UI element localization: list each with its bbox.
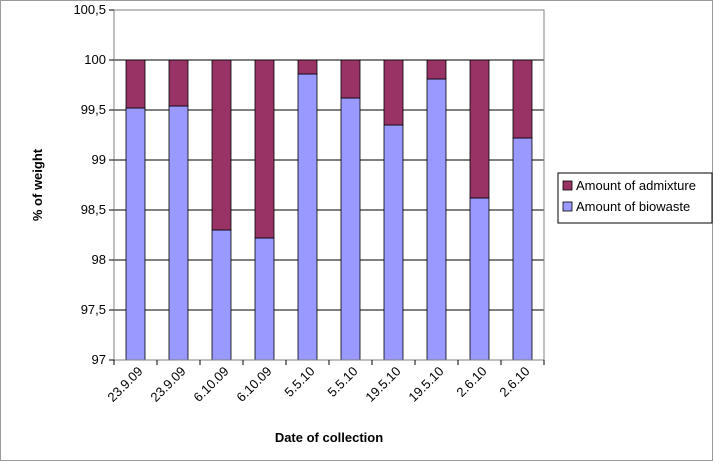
bar-admixture — [512, 59, 533, 139]
bar-biowaste — [383, 124, 404, 361]
y-tick-label: 100 — [84, 52, 106, 67]
x-tick-label: 5.5.10 — [324, 364, 360, 400]
y-tick-label: 97,5 — [81, 302, 106, 317]
y-tick-label: 99,5 — [81, 102, 106, 117]
legend-swatch-biowaste — [562, 201, 573, 212]
bar-admixture — [469, 59, 490, 199]
bar-biowaste — [125, 107, 146, 361]
x-tick-label: 2.6.10 — [496, 364, 532, 400]
bar-admixture — [297, 59, 318, 75]
bar-admixture — [125, 59, 146, 109]
bar-biowaste — [469, 197, 490, 361]
x-tick-label: 2.6.10 — [453, 364, 489, 400]
legend-label-admixture: Amount of admixture — [576, 178, 696, 193]
bar-admixture — [426, 59, 447, 80]
bar-admixture — [383, 59, 404, 126]
x-axis-title: Date of collection — [275, 430, 383, 445]
x-tick-labels: 23.9.09 23.9.09 6.10.09 6.10.09 5.5.10 5.5.10… — [104, 360, 545, 405]
x-tick-label: 23.9.09 — [147, 364, 188, 405]
bar-admixture — [340, 59, 361, 99]
x-tick-label: 6.10.09 — [233, 364, 274, 405]
y-tick-label: 100,5 — [73, 2, 106, 17]
legend-swatch-admixture — [562, 180, 573, 191]
legend: Amount of admixture Amount of biowaste — [557, 172, 713, 224]
y-tick-label: 98 — [92, 252, 106, 267]
x-tick-label: 19.5.10 — [362, 364, 403, 405]
y-tick-labels: 97 97,5 98 98,5 99 99,5 100 100,5 — [73, 2, 114, 367]
legend-box — [557, 172, 713, 224]
y-tick-label: 97 — [92, 352, 106, 367]
legend-label-biowaste: Amount of biowaste — [576, 199, 690, 214]
x-tick-label: 19.5.10 — [405, 364, 446, 405]
bar-biowaste — [426, 78, 447, 361]
x-tick-label: 6.10.09 — [190, 364, 231, 405]
x-tick-label: 5.5.10 — [281, 364, 317, 400]
bar-admixture — [168, 59, 189, 107]
bar-admixture — [254, 59, 275, 239]
bars — [125, 59, 533, 361]
bar-biowaste — [512, 137, 533, 361]
bar-biowaste — [340, 97, 361, 361]
bar-admixture — [211, 59, 232, 231]
bar-biowaste — [254, 237, 275, 361]
y-axis-title: % of weight — [30, 148, 45, 221]
y-tick-label: 99 — [92, 152, 106, 167]
bar-biowaste — [211, 229, 232, 361]
bar-biowaste — [297, 73, 318, 361]
y-tick-label: 98,5 — [81, 202, 106, 217]
bar-biowaste — [168, 105, 189, 361]
x-tick-label: 23.9.09 — [104, 364, 145, 405]
